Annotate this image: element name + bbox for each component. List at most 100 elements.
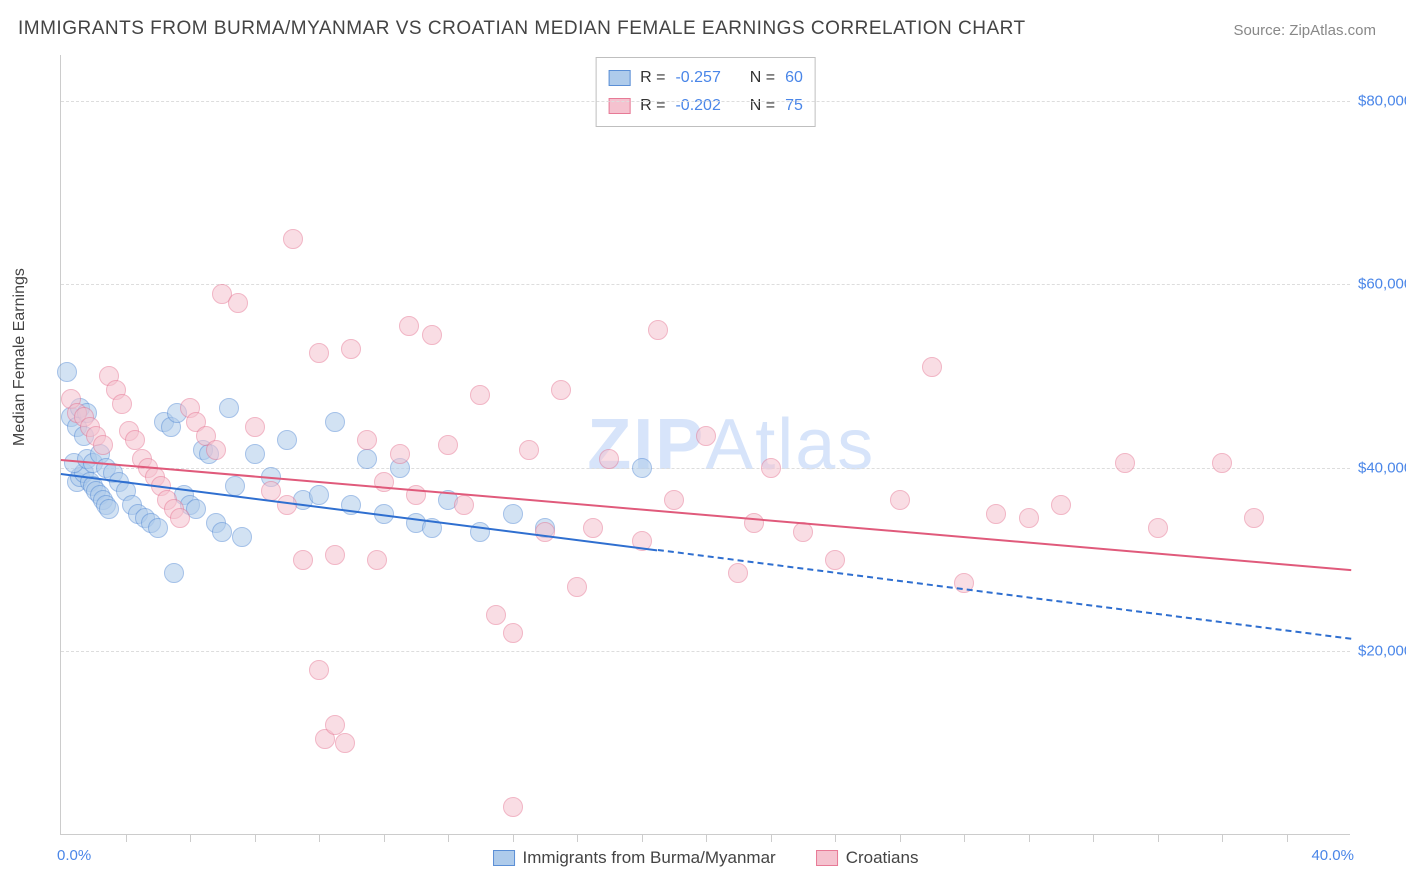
scatter-point-burma (57, 362, 77, 382)
x-axis-tick (1287, 834, 1288, 842)
legend-R-label-2: R = (640, 92, 665, 120)
scatter-point-croatian (1115, 453, 1135, 473)
trend-line (657, 549, 1351, 640)
scatter-point-croatian (583, 518, 603, 538)
scatter-point-croatian (1212, 453, 1232, 473)
scatter-point-croatian (390, 444, 410, 464)
legend-R-label: R = (640, 64, 665, 92)
scatter-point-croatian (599, 449, 619, 469)
legend-item-croatian: Croatians (816, 848, 919, 868)
x-axis-tick (706, 834, 707, 842)
scatter-point-burma (148, 518, 168, 538)
scatter-point-croatian (399, 316, 419, 336)
legend-item-burma: Immigrants from Burma/Myanmar (493, 848, 776, 868)
x-axis-tick (642, 834, 643, 842)
scatter-point-croatian (309, 343, 329, 363)
scatter-point-croatian (245, 417, 265, 437)
scatter-point-croatian (503, 623, 523, 643)
x-axis-tick (1222, 834, 1223, 842)
legend-stats-box: R = -0.257 N = 60 R = -0.202 N = 75 (595, 57, 816, 127)
scatter-point-croatian (696, 426, 716, 446)
scatter-point-croatian (986, 504, 1006, 524)
chart-container: IMMIGRANTS FROM BURMA/MYANMAR VS CROATIA… (0, 0, 1406, 892)
scatter-point-burma (277, 430, 297, 450)
scatter-point-croatian (519, 440, 539, 460)
legend-stats-row-burma: R = -0.257 N = 60 (608, 64, 803, 92)
scatter-point-croatian (503, 797, 523, 817)
grid-line (61, 284, 1350, 285)
grid-line (61, 101, 1350, 102)
scatter-point-croatian (367, 550, 387, 570)
scatter-point-croatian (470, 385, 490, 405)
scatter-point-croatian (325, 545, 345, 565)
scatter-point-croatian (206, 440, 226, 460)
scatter-point-croatian (325, 715, 345, 735)
chart-title: IMMIGRANTS FROM BURMA/MYANMAR VS CROATIA… (18, 18, 1026, 40)
scatter-point-croatian (761, 458, 781, 478)
scatter-point-croatian (922, 357, 942, 377)
legend-label-burma: Immigrants from Burma/Myanmar (523, 848, 776, 868)
legend-stats-row-croatian: R = -0.202 N = 75 (608, 92, 803, 120)
scatter-point-croatian (648, 320, 668, 340)
scatter-point-croatian (228, 293, 248, 313)
scatter-point-croatian (728, 563, 748, 583)
scatter-point-croatian (93, 435, 113, 455)
y-axis-tick-label: $40,000 (1358, 459, 1406, 476)
scatter-point-croatian (664, 490, 684, 510)
scatter-point-burma (503, 504, 523, 524)
scatter-point-croatian (125, 430, 145, 450)
y-axis-tick-label: $80,000 (1358, 92, 1406, 109)
x-axis-tick (1029, 834, 1030, 842)
scatter-point-croatian (535, 522, 555, 542)
scatter-point-croatian (567, 577, 587, 597)
x-axis-min-label: 0.0% (57, 847, 91, 864)
y-axis-tick-label: $20,000 (1358, 643, 1406, 660)
scatter-point-croatian (293, 550, 313, 570)
x-axis-tick (577, 834, 578, 842)
scatter-point-croatian (744, 513, 764, 533)
legend-N-croatian: 75 (785, 92, 803, 120)
scatter-point-burma (357, 449, 377, 469)
scatter-point-burma (164, 563, 184, 583)
scatter-point-burma (309, 485, 329, 505)
x-axis-tick (190, 834, 191, 842)
scatter-point-burma (99, 499, 119, 519)
y-axis-tick-label: $60,000 (1358, 276, 1406, 293)
x-axis-tick (255, 834, 256, 842)
scatter-point-croatian (438, 435, 458, 455)
legend-N-label: N = (750, 64, 775, 92)
scatter-point-croatian (454, 495, 474, 515)
swatch-croatian-2 (816, 850, 838, 866)
legend-R-burma: -0.257 (675, 64, 720, 92)
scatter-point-croatian (1148, 518, 1168, 538)
legend-series: Immigrants from Burma/Myanmar Croatians (493, 848, 919, 868)
scatter-point-croatian (890, 490, 910, 510)
x-axis-tick (448, 834, 449, 842)
legend-R-croatian: -0.202 (675, 92, 720, 120)
scatter-point-croatian (341, 339, 361, 359)
x-axis-tick (1093, 834, 1094, 842)
scatter-point-croatian (170, 508, 190, 528)
scatter-point-croatian (335, 733, 355, 753)
grid-line (61, 468, 1350, 469)
x-axis-tick (513, 834, 514, 842)
scatter-point-croatian (309, 660, 329, 680)
legend-N-burma: 60 (785, 64, 803, 92)
scatter-point-croatian (422, 325, 442, 345)
scatter-point-croatian (486, 605, 506, 625)
scatter-point-burma (325, 412, 345, 432)
swatch-burma (608, 70, 630, 86)
scatter-point-croatian (793, 522, 813, 542)
scatter-point-burma (632, 458, 652, 478)
x-axis-max-label: 40.0% (1311, 847, 1354, 864)
scatter-point-burma (219, 398, 239, 418)
scatter-point-burma (245, 444, 265, 464)
scatter-point-croatian (551, 380, 571, 400)
scatter-point-croatian (1051, 495, 1071, 515)
swatch-burma-2 (493, 850, 515, 866)
scatter-point-croatian (1244, 508, 1264, 528)
y-axis-title: Median Female Earnings (11, 268, 29, 446)
plot-area: ZIPAtlas R = -0.257 N = 60 R = -0.202 N … (60, 55, 1350, 835)
trend-line (61, 459, 1351, 571)
source-label: Source: ZipAtlas.com (1233, 22, 1376, 39)
